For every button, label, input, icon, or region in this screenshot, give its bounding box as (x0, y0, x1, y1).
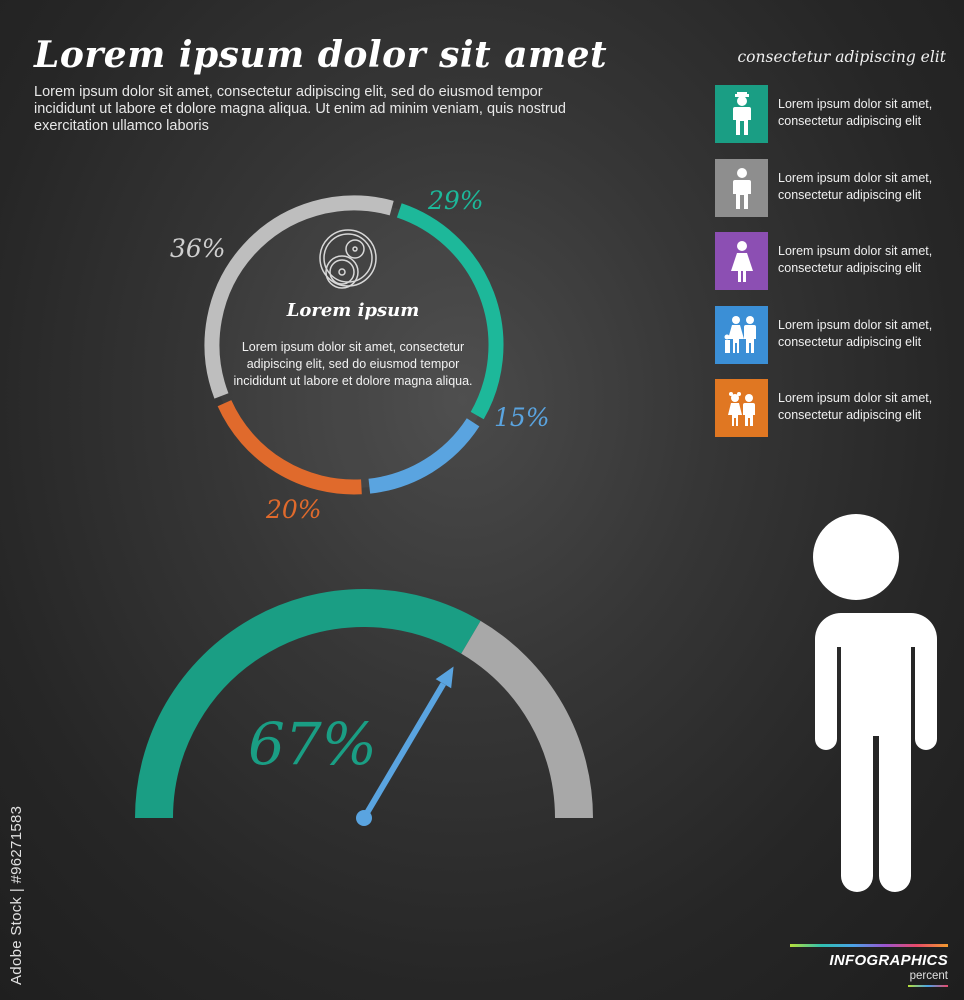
legend-item: Lorem ipsum dolor sit amet, consectetur … (715, 232, 955, 306)
slice-label-4: 36% (170, 234, 226, 263)
brand-color-bar (790, 944, 948, 947)
legend-item: Lorem ipsum dolor sit amet, consectetur … (715, 85, 955, 159)
legend-swatch (715, 85, 768, 143)
brand-block: INFOGRAPHICS percent (790, 944, 948, 987)
legend-item: Lorem ipsum dolor sit amet, consectetur … (715, 305, 955, 380)
legend-swatch (715, 379, 768, 437)
gauge-value-label: 67% (248, 710, 377, 778)
children-icon (727, 392, 755, 426)
gauge-track-arc (460, 620, 593, 819)
legend-item: Lorem ipsum dolor sit amet, consectetur … (715, 379, 955, 453)
family-icon (724, 315, 756, 353)
page-title: Lorem ipsum dolor sit amet (34, 34, 608, 76)
legend-swatch (715, 305, 768, 364)
donut-slice-2 (368, 418, 480, 494)
person-icon (732, 167, 751, 209)
legend: Lorem ipsum dolor sit amet, consectetur … (715, 85, 955, 453)
legend-item-label: Lorem ipsum dolor sit amet, consectetur … (778, 317, 933, 349)
legend-item-label: Lorem ipsum dolor sit amet, consectetur … (778, 170, 933, 202)
legend-swatch (715, 158, 768, 217)
legend-swatch (715, 232, 768, 290)
donut-slice-3 (217, 400, 362, 495)
legend-item: Lorem ipsum dolor sit amet, consectetur … (715, 158, 955, 233)
intro-text: Lorem ipsum dolor sit amet, consectetur … (34, 84, 566, 134)
man-with-hat-icon (732, 92, 751, 135)
slice-label-3: 20% (266, 495, 322, 524)
person-icon (801, 514, 937, 892)
brand-subtitle: percent (909, 970, 948, 982)
stock-id: Adobe Stock | #96271583 (8, 805, 25, 985)
legend-item-label: Lorem ipsum dolor sit amet, consectetur … (778, 97, 933, 128)
legend-item-label: Lorem ipsum dolor sit amet, consectetur … (778, 244, 933, 275)
donut-center-text: Lorem ipsum dolor sit amet, consectetur … (233, 340, 473, 388)
brand-color-bar-small (908, 985, 948, 987)
legend-heading: consectetur adipiscing elit (737, 48, 947, 66)
gear-icon (319, 229, 377, 289)
brand-title: INFOGRAPHICS (829, 952, 948, 969)
slice-label-1: 29% (428, 186, 484, 215)
gauge-needle-head (435, 666, 454, 689)
woman-icon (730, 241, 753, 282)
slice-label-2: 15% (494, 403, 550, 432)
legend-item-label: Lorem ipsum dolor sit amet, consectetur … (778, 391, 933, 422)
donut-center-title: Lorem ipsum (286, 300, 420, 321)
gauge-needle-hub (356, 810, 372, 826)
